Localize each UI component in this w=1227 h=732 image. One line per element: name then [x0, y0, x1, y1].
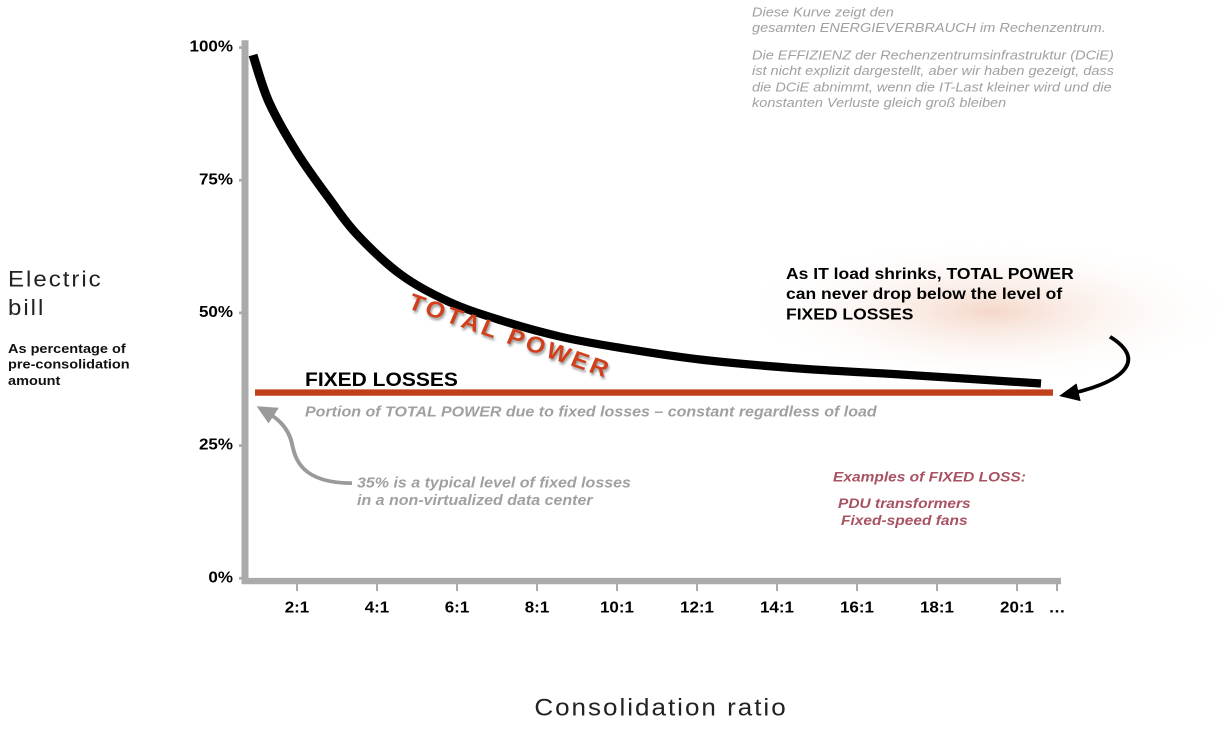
- annotation-line: in a non-virtualized data center: [357, 493, 593, 509]
- annotation: Portion of TOTAL POWER due to fixed loss…: [305, 404, 877, 420]
- annotation-line: ist nicht explizit dargestellt, aber wir…: [752, 64, 1114, 79]
- annotation-line: PDU transformers: [838, 495, 971, 512]
- series-label: FIXED LOSSES: [305, 369, 458, 391]
- x-tick-label: 18:1: [920, 599, 954, 616]
- annotation-line: die DCiE abnimmt, wenn die IT-Last klein…: [752, 80, 1112, 95]
- x-tick-label: 12:1: [680, 599, 714, 616]
- annotation-line: Fixed-speed fans: [841, 512, 968, 529]
- label-line: As percentage of: [8, 342, 126, 357]
- y-axis-label: Electric bill: [8, 265, 103, 322]
- paragraph: Diese Kurve zeigt den gesamten ENERGIEVE…: [752, 5, 1114, 37]
- arrow: [1059, 335, 1131, 402]
- x-tick-label: 4:1: [365, 599, 390, 616]
- annotation-line: FIXED LOSSES: [786, 304, 914, 323]
- y-tick-label: 50%: [199, 304, 234, 321]
- annotation-line: Diese Kurve zeigt den: [752, 5, 894, 21]
- y-tick-label: 25%: [199, 436, 234, 453]
- axes: 0% 25% 50% 75% 100% 2:1 4:1 6:1 8:1 10:1 12:1 14:1 1…: [190, 38, 1066, 616]
- label-line: amount: [8, 374, 61, 389]
- x-tick-label: …: [1049, 599, 1066, 616]
- y-tick-label: 0%: [208, 569, 233, 586]
- annotation: Diese Kurve zeigt den gesamten ENERGIEVE…: [752, 5, 1114, 122]
- paragraph: Die EFFIZIENZ der Rechenzentrumsinfrastr…: [752, 48, 1114, 112]
- highlight-glow: [740, 237, 1227, 385]
- x-tick-label: 2:1: [285, 599, 310, 616]
- x-tick-label: 6:1: [445, 599, 470, 616]
- y-axis-sublabel: As percentage of pre-consolidation amoun…: [8, 342, 130, 390]
- x-axis-label: Consolidation ratio: [534, 693, 788, 722]
- series-line: [248, 53, 1042, 388]
- annotation-line: 35% is a typical level of fixed losses: [357, 475, 631, 492]
- annotation-line: can never drop below the level of: [786, 284, 1063, 303]
- x-tick-label: 16:1: [840, 599, 874, 616]
- x-tick-label: 20:1: [1000, 599, 1034, 616]
- label-line: bill: [8, 295, 46, 321]
- x-tick-label: 14:1: [760, 599, 794, 616]
- annotation: Examples of FIXED LOSS:: [833, 469, 1026, 485]
- x-tick-label: 8:1: [525, 599, 550, 616]
- annotation-line: konstanten Verluste gleich groß bleiben: [752, 96, 1007, 111]
- y-tick-label: 75%: [199, 171, 234, 188]
- annotation: 35% is a typical level of fixed losses i…: [357, 475, 631, 510]
- annotation: PDU transformers Fixed-speed fans: [838, 496, 971, 530]
- annotation-line: Die EFFIZIENZ der Rechenzentrumsinfrastr…: [752, 48, 1114, 63]
- x-tick-label: 10:1: [600, 599, 634, 616]
- series: [248, 53, 1053, 396]
- label-line: Electric: [8, 267, 103, 292]
- annotation-line: As IT load shrinks, TOTAL POWER: [786, 264, 1074, 283]
- annotation-line: gesamten ENERGIEVERBRAUCH im Rechenzentr…: [752, 21, 1106, 37]
- arrow: [256, 406, 353, 485]
- label-line: pre-consolidation: [8, 358, 130, 373]
- y-tick-label: 100%: [190, 38, 234, 55]
- annotation: As IT load shrinks, TOTAL POWER can neve…: [786, 264, 1074, 324]
